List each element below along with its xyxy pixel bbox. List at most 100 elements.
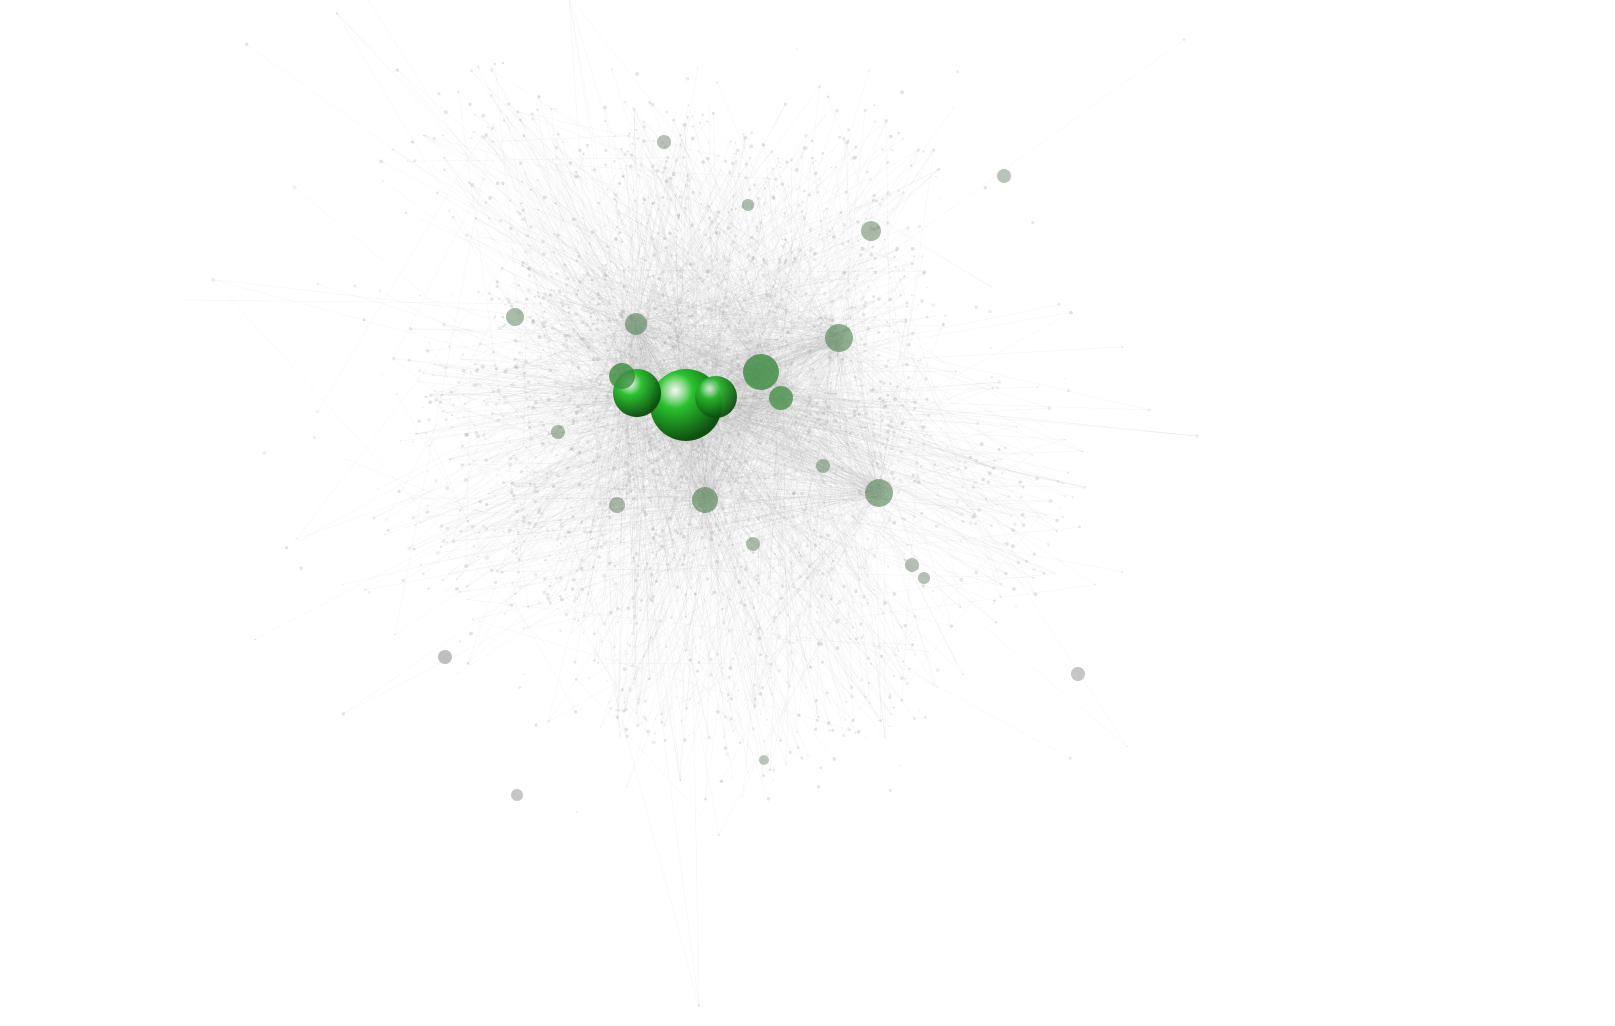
background-node [513, 540, 515, 542]
background-node [825, 207, 828, 210]
background-node [518, 558, 521, 561]
background-node [900, 676, 904, 680]
background-node [660, 266, 662, 268]
background-node [728, 432, 731, 435]
background-node [676, 214, 680, 218]
background-node [514, 339, 518, 343]
background-node [676, 309, 678, 311]
background-node [777, 635, 781, 639]
background-node [920, 465, 923, 468]
background-node [799, 574, 803, 578]
background-node [673, 552, 675, 554]
background-node [811, 317, 813, 319]
background-node [637, 263, 639, 265]
background-node [751, 292, 753, 294]
background-node [790, 247, 791, 248]
background-node [548, 305, 551, 308]
background-node [752, 531, 754, 533]
background-node [540, 365, 542, 367]
background-node [758, 192, 760, 194]
background-node [737, 212, 738, 213]
background-node [813, 377, 816, 380]
background-node [631, 236, 632, 237]
background-node [638, 133, 639, 134]
background-node [641, 509, 644, 512]
background-node [897, 132, 900, 135]
background-node [867, 286, 870, 289]
background-node [745, 177, 748, 180]
background-node [488, 196, 492, 200]
background-node [666, 322, 668, 324]
background-node [546, 593, 550, 597]
background-node [734, 652, 736, 654]
background-node [734, 234, 738, 238]
background-node [581, 337, 585, 341]
background-node [517, 485, 519, 487]
background-node [608, 497, 610, 499]
background-node [862, 312, 866, 316]
background-node [706, 275, 708, 277]
background-node [525, 261, 528, 264]
background-node [606, 516, 608, 518]
background-node [893, 208, 894, 209]
background-node [446, 541, 448, 543]
background-node [791, 642, 794, 645]
background-node [930, 435, 932, 437]
background-node [868, 69, 871, 72]
background-node [694, 461, 697, 464]
background-node [749, 348, 751, 350]
background-node [565, 612, 569, 616]
background-node [459, 510, 461, 512]
background-node [913, 255, 915, 257]
background-node [708, 471, 710, 473]
background-node [720, 779, 724, 783]
background-node [503, 530, 505, 532]
background-node [363, 318, 366, 321]
background-node [932, 149, 935, 152]
background-node [462, 369, 466, 373]
background-node [385, 518, 387, 520]
background-node [691, 191, 694, 194]
background-node [1054, 573, 1055, 574]
background-node [650, 637, 653, 640]
background-node [911, 262, 914, 265]
background-node [830, 579, 832, 581]
background-node [881, 414, 883, 416]
background-node [556, 164, 558, 166]
background-node [597, 274, 599, 276]
background-node [559, 576, 563, 580]
background-node [512, 383, 515, 386]
background-node [475, 217, 477, 219]
background-node [592, 519, 595, 522]
background-node [740, 565, 743, 568]
background-node [711, 466, 714, 469]
background-node [739, 462, 743, 466]
background-node [716, 653, 719, 656]
background-node [531, 117, 534, 120]
background-node [827, 440, 828, 441]
background-node [821, 281, 824, 284]
background-node [788, 291, 790, 293]
background-node [907, 578, 908, 579]
background-node [532, 484, 535, 487]
background-node [810, 247, 812, 249]
background-node [556, 156, 558, 158]
background-node [637, 465, 640, 468]
background-node [737, 690, 739, 692]
background-node [1148, 408, 1151, 411]
background-node [524, 250, 528, 254]
background-node [918, 231, 919, 232]
background-node [608, 402, 611, 405]
background-node [524, 172, 525, 173]
background-node [691, 455, 693, 457]
background-node [547, 432, 550, 435]
background-node [597, 201, 600, 204]
background-node [573, 618, 575, 620]
background-node [769, 417, 771, 419]
background-node [465, 585, 468, 588]
background-node [641, 176, 642, 177]
background-node [610, 337, 612, 339]
background-node [668, 517, 672, 521]
background-node [631, 468, 634, 471]
background-node [886, 721, 887, 722]
